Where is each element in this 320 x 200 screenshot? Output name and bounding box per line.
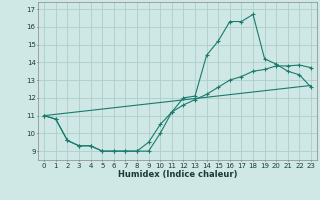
X-axis label: Humidex (Indice chaleur): Humidex (Indice chaleur): [118, 170, 237, 179]
